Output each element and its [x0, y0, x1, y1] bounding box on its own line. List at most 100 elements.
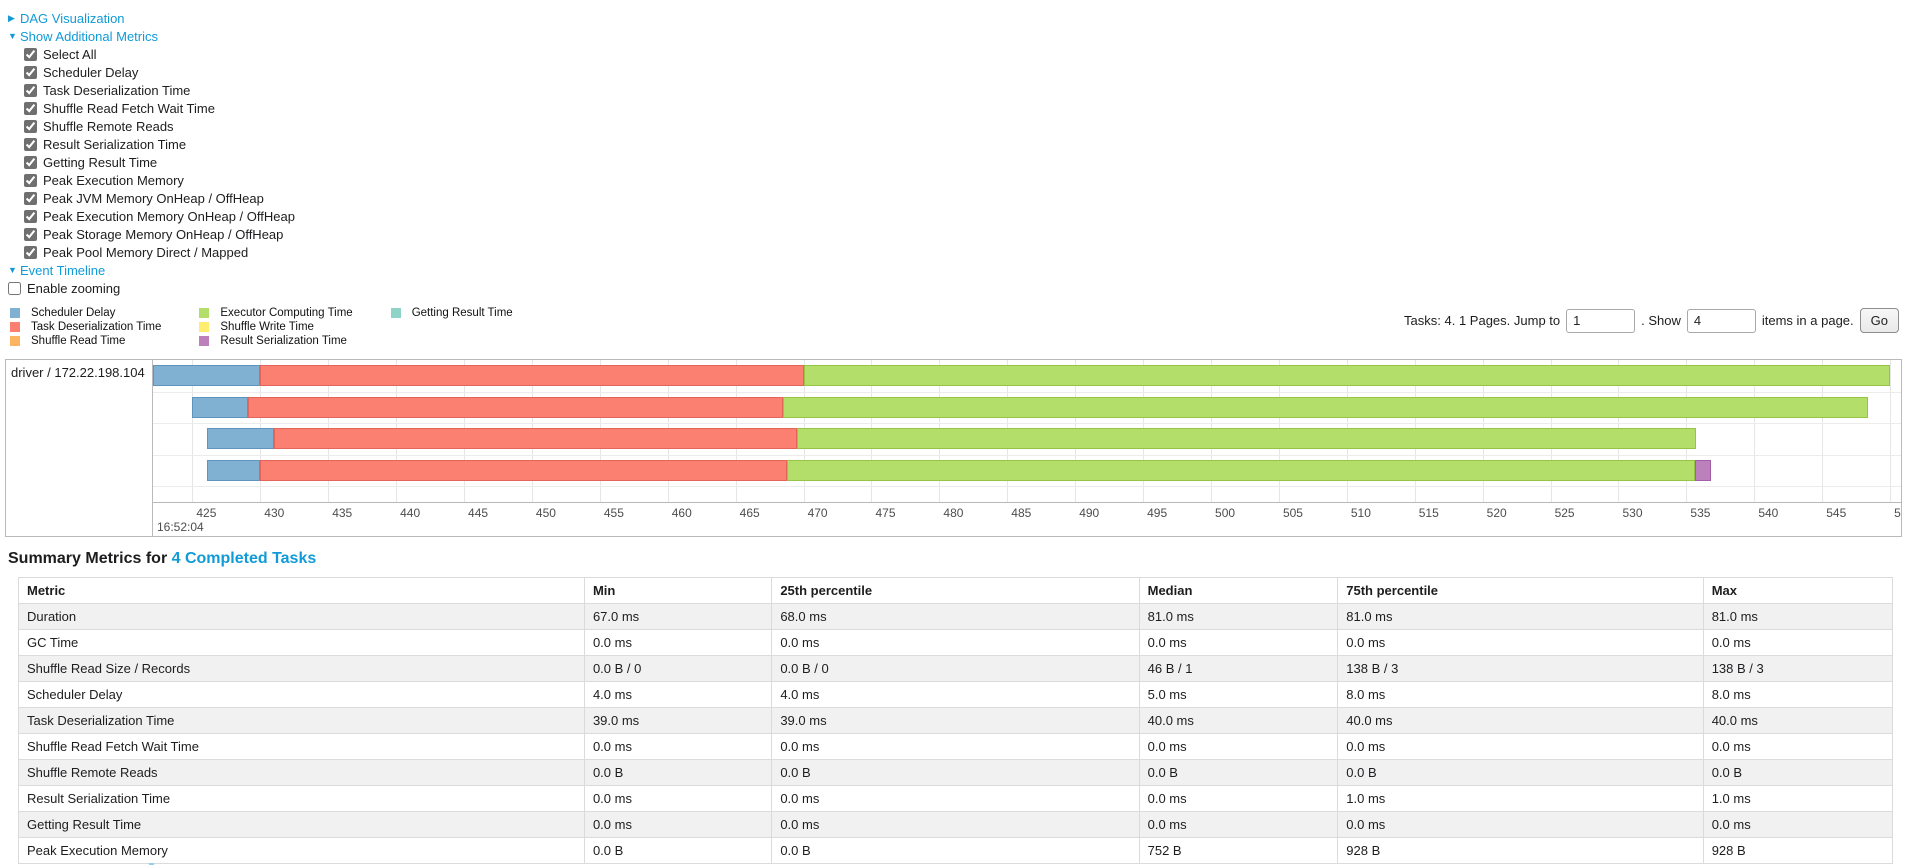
show-additional-metrics-label: Show Additional Metrics	[20, 28, 159, 44]
show-additional-metrics-toggle[interactable]: ▼ Show Additional Metrics	[8, 27, 1907, 45]
axis-tick-label: 520	[1486, 506, 1507, 520]
task-bar-segment-task_deserialization[interactable]	[248, 396, 784, 418]
metric-checkbox-row: Getting Result Time	[24, 153, 1907, 171]
metric-name-cell: Peak Execution Memory	[18, 837, 585, 864]
task-bar-segment-scheduler_delay[interactable]	[192, 396, 249, 418]
legend-item: Shuffle Read Time	[10, 334, 161, 348]
axis-tick-label: 550	[1894, 506, 1901, 520]
axis-tick-label: 500	[1215, 506, 1236, 520]
legend-swatch-icon	[10, 336, 20, 346]
table-row: Scheduler Delay 4.0 ms 4.0 ms 5.0 ms 8.0 ms 8…	[18, 681, 1894, 708]
axis-gridline	[1754, 360, 1756, 502]
metric-checkbox-row: Task Deserialization Time	[24, 81, 1907, 99]
completed-tasks-link[interactable]: 4 Completed Tasks	[171, 550, 317, 567]
metric-checkbox[interactable]	[24, 119, 37, 133]
metric-checkbox[interactable]	[24, 227, 37, 241]
metric-checkbox[interactable]	[24, 173, 37, 187]
metric-checkbox-label: Shuffle Remote Reads	[43, 118, 174, 134]
row-separator	[153, 454, 1901, 456]
metric-value-cell: 0.0 B	[771, 759, 1140, 786]
metric-checkbox[interactable]	[24, 137, 37, 151]
table-row: Duration 67.0 ms 68.0 ms 81.0 ms 81.0 ms 81.0…	[18, 603, 1894, 630]
stage-page-controls: ▶ DAG Visualization ▼ Show Additional Me…	[0, 0, 1907, 297]
metric-checkbox[interactable]	[24, 65, 37, 79]
metric-value-cell: 0.0 B	[1702, 759, 1894, 786]
metric-checkbox[interactable]	[24, 209, 37, 223]
metric-name-cell: Task Deserialization Time	[18, 707, 585, 734]
metric-checkbox-label: Peak Execution Memory OnHeap / OffHeap	[43, 208, 295, 224]
metric-value-cell: 39.0 ms	[583, 707, 773, 734]
event-timeline-toggle[interactable]: ▼ Event Timeline	[8, 261, 1907, 279]
metric-name-cell: Shuffle Remote Reads	[18, 759, 585, 786]
task-bar-segment-executor_computing[interactable]	[787, 459, 1695, 481]
metric-checkbox[interactable]	[24, 47, 37, 61]
task-bar-segment-executor_computing[interactable]	[783, 396, 1869, 418]
metric-checkbox-row: Select All	[24, 45, 1907, 63]
task-bar-segment-scheduler_delay[interactable]	[153, 365, 261, 386]
metric-value-cell: 928 B	[1702, 837, 1894, 864]
dag-visualization-toggle[interactable]: ▶ DAG Visualization	[8, 9, 1907, 27]
metric-value-cell: 0.0 ms	[1337, 733, 1704, 760]
metric-value-cell: 0.0 B / 0	[583, 655, 773, 682]
metric-checkbox[interactable]	[24, 155, 37, 169]
go-button[interactable]: Go	[1859, 308, 1899, 333]
metric-value-cell: 0.0 ms	[1702, 733, 1894, 760]
axis-tick-label: 450	[535, 506, 556, 520]
task-bar-segment-task_deserialization[interactable]	[260, 365, 804, 386]
metric-checkbox-list: Select All Scheduler Delay Task Deserializ…	[8, 45, 1907, 261]
metric-checkbox[interactable]	[24, 83, 37, 97]
metric-value-cell: 0.0 ms	[1337, 811, 1704, 838]
metric-value-cell: 67.0 ms	[583, 603, 773, 630]
metric-value-cell: 0.0 ms	[1138, 785, 1339, 812]
axis-tick-label: 475	[875, 506, 896, 520]
metric-value-cell: 0.0 B	[771, 837, 1140, 864]
metric-name-cell: Result Serialization Time	[18, 785, 585, 812]
axis-gridline	[1890, 360, 1892, 502]
metric-checkbox[interactable]	[24, 101, 37, 115]
task-bar-segment-result_serialization[interactable]	[1694, 459, 1711, 481]
metric-checkbox-label: Task Deserialization Time	[43, 82, 191, 98]
table-header-cell: Max	[1702, 577, 1894, 604]
axis-tick-label: 460	[671, 506, 692, 520]
metric-value-cell: 928 B	[1337, 837, 1704, 864]
event-timeline-chart: driver / 172.22.198.104 16:52:04 425 430 4…	[5, 359, 1902, 537]
table-row: Shuffle Read Fetch Wait Time 0.0 ms 0.0 ms…	[18, 733, 1894, 760]
task-pagination: Tasks: 4. 1 Pages. Jump to . Show items …	[1404, 308, 1899, 333]
metric-checkbox[interactable]	[24, 191, 37, 205]
metric-value-cell: 0.0 ms	[771, 733, 1140, 760]
metric-checkbox-row: Peak Storage Memory OnHeap / OffHeap	[24, 225, 1907, 243]
task-bar-segment-task_deserialization[interactable]	[260, 459, 788, 481]
arrow-down-icon: ▼	[8, 265, 17, 275]
table-header-cell: Metric	[18, 577, 585, 604]
enable-zooming-checkbox[interactable]	[8, 281, 21, 295]
legend-swatch-icon	[199, 308, 210, 318]
task-bar-segment-task_deserialization[interactable]	[273, 428, 797, 449]
task-bar-segment-scheduler_delay[interactable]	[207, 428, 274, 449]
metric-checkbox-label: Peak JVM Memory OnHeap / OffHeap	[43, 190, 264, 206]
metric-name-cell: Scheduler Delay	[18, 681, 585, 708]
axis-tick-label: 545	[1826, 506, 1847, 520]
axis-tick-label: 505	[1282, 506, 1303, 520]
axis-tick-label: 525	[1554, 506, 1575, 520]
metric-value-cell: 0.0 ms	[583, 811, 773, 838]
legend-label: Result Serialization Time	[220, 335, 347, 347]
legend-swatch-icon	[10, 308, 20, 318]
legend-item: Getting Result Time	[390, 306, 513, 320]
items-per-page-input[interactable]	[1686, 308, 1756, 333]
metric-value-cell: 0.0 ms	[771, 785, 1140, 812]
axis-tick-label: 530	[1622, 506, 1643, 520]
table-header-cell: Median	[1138, 577, 1339, 604]
jump-to-page-input[interactable]	[1566, 308, 1636, 333]
metric-checkbox[interactable]	[24, 245, 37, 259]
legend-label: Scheduler Delay	[31, 307, 116, 319]
axis-tick-label: 515	[1418, 506, 1439, 520]
metric-value-cell: 39.0 ms	[771, 707, 1140, 734]
task-bar-segment-scheduler_delay[interactable]	[207, 459, 261, 481]
metric-value-cell: 40.0 ms	[1702, 707, 1894, 734]
legend-item: Scheduler Delay	[10, 306, 161, 320]
task-bar-segment-executor_computing[interactable]	[796, 428, 1696, 449]
enable-zooming-row: Enable zooming	[8, 279, 1907, 297]
legend-swatch-icon	[390, 308, 401, 318]
metric-value-cell: 0.0 ms	[583, 785, 773, 812]
task-bar-segment-executor_computing[interactable]	[803, 365, 1891, 386]
